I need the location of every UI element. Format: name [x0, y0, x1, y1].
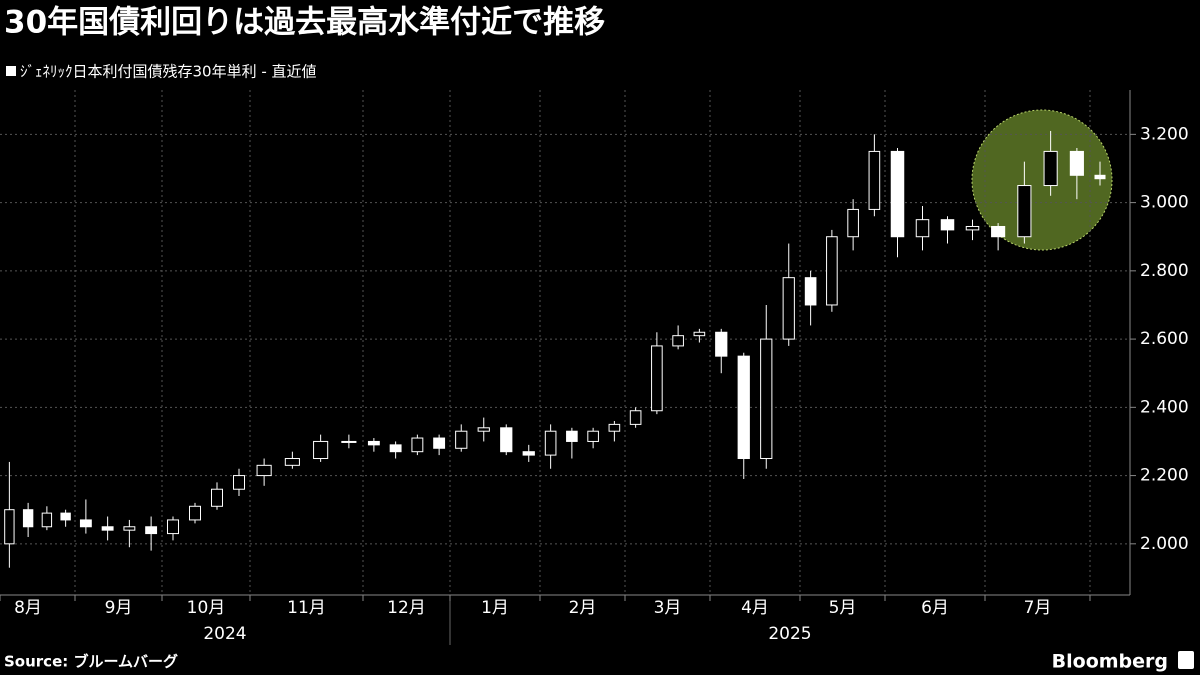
year-label: 2025 [768, 624, 811, 644]
candle-body [868, 150, 881, 210]
subtitle: ｼﾞｪﾈﾘｯｸ日本利付国債残存30年単利 - 直近値 [20, 63, 317, 81]
x-tick-label: 12月 [387, 598, 426, 618]
candle-body [367, 440, 380, 446]
candle-body [167, 519, 179, 535]
candle-body [587, 430, 599, 442]
candle-body [715, 331, 728, 357]
candle-body [847, 208, 859, 238]
candle-body [123, 526, 136, 531]
candle-body [1094, 174, 1106, 180]
candle-body [826, 236, 838, 306]
candle-body [500, 427, 513, 453]
candle-body [965, 225, 980, 231]
x-tick-label: 7月 [1024, 598, 1052, 618]
candle-body [1043, 150, 1058, 187]
y-tick-label: 2.200 [1140, 466, 1189, 486]
candle-body [890, 150, 905, 238]
candle-body [672, 335, 684, 347]
candle-body [455, 430, 468, 449]
candle-body [79, 519, 92, 528]
candle-body [477, 427, 490, 432]
brand: Bloomberg [1052, 651, 1168, 673]
x-tick-label: 5月 [829, 598, 857, 618]
candle-body [1069, 150, 1084, 176]
candle-body [389, 444, 402, 453]
chart-title: 30年国債利回りは過去最高水準付近で推移 [4, 5, 605, 41]
candle-body [211, 488, 223, 507]
candle-body [608, 423, 621, 432]
candle-body [915, 219, 930, 238]
x-tick-label: 4月 [741, 598, 769, 618]
y-tick-label: 3.200 [1140, 124, 1189, 144]
x-tick-label: 8月 [14, 598, 42, 618]
candle-body [60, 512, 71, 521]
candle-body [41, 512, 53, 528]
y-tick-label: 2.800 [1140, 261, 1189, 281]
candle-body [782, 277, 795, 340]
candle-body [693, 331, 706, 337]
candle-body [411, 437, 424, 453]
x-tick-label: 10月 [187, 598, 226, 618]
candle-body [629, 410, 642, 425]
candle-body [1017, 185, 1032, 238]
highlight-circle [971, 109, 1113, 251]
candle-body [522, 451, 535, 456]
brand-icon [1178, 651, 1194, 669]
legend-swatch [6, 66, 16, 76]
x-tick-label: 3月 [654, 598, 682, 618]
candle-body [651, 345, 663, 412]
candle-body [760, 338, 773, 460]
source: Source: ブルームバーグ [4, 653, 178, 671]
x-tick-label: 2月 [569, 598, 597, 618]
candle-body [101, 526, 114, 531]
candle-body [940, 219, 955, 231]
candle-body [145, 526, 158, 535]
candle-body [566, 430, 578, 442]
candle-body [737, 355, 750, 460]
candle-body [341, 440, 357, 443]
y-tick-label: 2.400 [1140, 397, 1189, 417]
candle-body [284, 458, 300, 466]
year-label: 2024 [203, 624, 246, 644]
candle-body [4, 509, 15, 545]
candle-body [544, 430, 557, 456]
x-tick-label: 9月 [105, 598, 133, 618]
candle-body [991, 225, 1006, 238]
candle-body [22, 509, 34, 528]
candle-body [804, 277, 817, 306]
y-tick-label: 2.000 [1140, 534, 1189, 554]
candle-body [233, 475, 245, 490]
x-tick-label: 6月 [921, 598, 949, 618]
candle-body [313, 440, 329, 460]
candle-body [433, 437, 446, 449]
x-tick-label: 11月 [287, 598, 326, 618]
candle-body [256, 464, 272, 477]
y-tick-label: 3.000 [1140, 193, 1189, 213]
y-tick-label: 2.600 [1140, 329, 1189, 349]
candle-body [189, 505, 201, 521]
x-tick-label: 1月 [481, 598, 509, 618]
